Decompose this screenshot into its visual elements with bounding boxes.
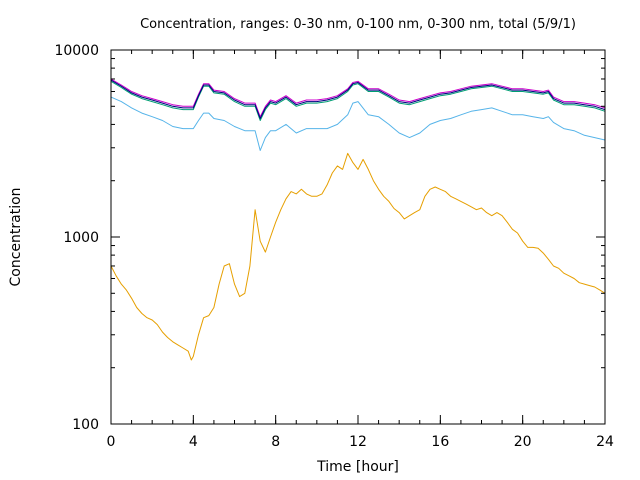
series-layer <box>110 78 606 361</box>
chart-title: Concentration, ranges: 0-30 nm, 0-100 nm… <box>140 17 576 32</box>
x-tick-label: 16 <box>431 434 449 450</box>
x-tick-label: 4 <box>189 434 198 450</box>
ticks-layer: 0 4 8 12 16 20 24 100 1000 10000 <box>54 43 614 450</box>
x-tick-label: 0 <box>107 434 116 450</box>
x-tick-label: 12 <box>349 434 367 450</box>
x-axis-label: Time [hour] <box>316 459 399 475</box>
series-line-1 <box>110 152 606 361</box>
y-tick-label: 100 <box>72 417 99 433</box>
plot-frame <box>110 49 606 425</box>
x-tick-label: 8 <box>271 434 280 450</box>
series-line-4 <box>110 78 606 118</box>
y-tick-label: 10000 <box>54 43 99 59</box>
series-line-5 <box>110 79 606 119</box>
y-axis-label: Concentration <box>8 187 24 286</box>
x-tick-label: 24 <box>596 434 614 450</box>
y-tick-label: 1000 <box>63 230 99 246</box>
x-tick-label: 20 <box>514 434 532 450</box>
series-line-3 <box>110 80 606 121</box>
series-line-2 <box>110 96 606 151</box>
